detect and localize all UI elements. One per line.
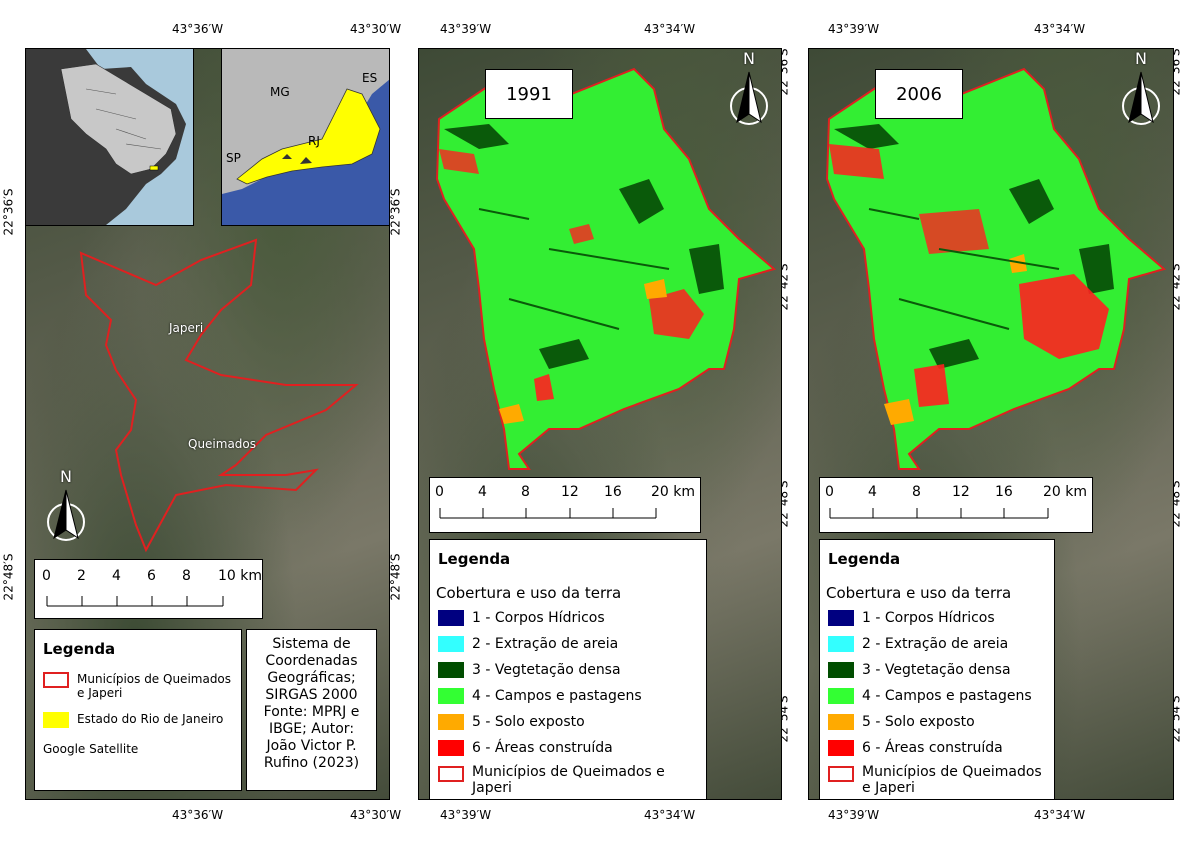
municipality-outline [79,238,359,553]
scale-2006-20: 20 km [1043,484,1088,500]
coord-left-bottom-2: 43°30′W [350,808,402,822]
place-queimados: Queimados [188,437,257,451]
scale-1991-4: 4 [478,484,487,500]
scale-ticks-1991 [439,508,657,519]
legend-2006: Legenda Cobertura e uso da terra 1 - Cor… [819,539,1055,799]
scale-ticks-2006 [829,508,1049,519]
scale-1991-12: 12 [561,484,579,500]
south-america-inset [26,49,194,226]
label-rj: RJ [308,134,320,148]
scale-2006-16: 16 [995,484,1013,500]
coord-right-top-1: 43°39′W [828,22,880,36]
legend-1991-item-1: 1 - Corpos Hídricos [438,608,605,628]
legend-1991-item-3: 3 - Vegtetação densa [438,660,621,680]
legend-2006-item-3: 3 - Vegtetação densa [828,660,1011,680]
legend-left-label-1: Municípios de Queimados e Japeri [77,672,232,700]
map-1991-panel: 1991 N 0 4 8 12 16 20 km Legenda Cobertu… [418,48,782,800]
scale-1991-0: 0 [435,484,444,500]
legend-1991-item-7: Municípios de Queimados e Japeri [438,764,682,796]
legend-left-item-1: Municípios de Queimados e Japeri [43,672,242,700]
north-arrow-icon [47,489,85,541]
north-label-2006: N [1135,49,1147,68]
crs-box: Sistema de Coordenadas Geográficas; SIRG… [246,629,377,791]
north-label-left: N [60,467,72,486]
left-map-panel: MG ES RJ SP Japeri Queimados N 0 2 4 6 [25,48,390,800]
scale-bar-2006: 0 4 8 12 16 20 km [819,477,1093,533]
scale-1991-20: 20 km [651,484,696,500]
label-sp: SP [226,151,241,165]
legend-2006-item-5: 5 - Solo exposto [828,712,975,732]
north-label-1991: N [743,49,755,68]
legend-left-basemap: Google Satellite [43,742,139,756]
legend-left-title: Legenda [43,640,116,658]
scale-2006-12: 12 [952,484,970,500]
legend-1991-item-6: 6 - Áreas construída [438,738,613,758]
coord-left-top-2: 43°30′W [350,22,402,36]
legend-1991-item-5: 5 - Solo exposto [438,712,585,732]
north-arrow-2006: N [1119,49,1163,133]
north-arrow-icon [730,71,768,125]
scale-left-6: 6 [147,568,156,584]
legend-2006-item-6: 6 - Áreas construída [828,738,1003,758]
legend-2006-item-1: 1 - Corpos Hídricos [828,608,995,628]
scale-left-2: 2 [77,568,86,584]
coord-left-top-1: 43°36′W [172,22,224,36]
scale-2006-4: 4 [868,484,877,500]
south-america-map [26,49,186,225]
year-label-2006: 2006 [875,69,963,119]
legend-2006-item-4: 4 - Campos e pastagens [828,686,1032,706]
coord-center-bottom-1: 43°39′W [440,808,492,822]
scale-left-4: 4 [112,568,121,584]
map-2006-panel: 2006 N 0 4 8 12 16 20 km Legenda Cobertu… [808,48,1174,800]
place-japeri: Japeri [169,321,204,335]
legend-left-swatch-1 [43,672,69,688]
scale-2006-0: 0 [825,484,834,500]
scale-2006-8: 8 [912,484,921,500]
legend-1991-item-2: 2 - Extração de areia [438,634,618,654]
label-es: ES [362,71,378,85]
year-label-1991: 1991 [485,69,573,119]
legend-2006-subtitle: Cobertura e uso da terra [826,584,1012,602]
legend-1991-title: Legenda [438,550,511,568]
legend-1991-subtitle: Cobertura e uso da terra [436,584,622,602]
legend-1991-item-4: 4 - Campos e pastagens [438,686,642,706]
north-arrow-1991: N [727,49,771,133]
coord-right-top-2: 43°34′W [1034,22,1086,36]
legend-2006-item-2: 2 - Extração de areia [828,634,1008,654]
scale-ticks-left [46,596,224,607]
legend-left-label-2: Estado do Rio de Janeiro [77,712,224,726]
scale-left-0: 0 [42,568,51,584]
scale-bar-1991: 0 4 8 12 16 20 km [429,477,701,533]
label-mg: MG [270,85,290,99]
crs-text: Sistema de Coordenadas Geográficas; SIRG… [263,636,360,771]
coord-center-bottom-2: 43°34′W [644,808,696,822]
coord-mid-side-1: 22°36′S [388,188,403,236]
legend-2006-item-7: Municípios de Queimados e Japeri [828,764,1052,796]
landcover-2006 [825,67,1167,470]
scale-left-10: 10 km [218,568,263,584]
legend-left-item-2: Estado do Rio de Janeiro [43,712,223,728]
coord-right-bottom-1: 43°39′W [828,808,880,822]
legend-left: Legenda Municípios de Queimados e Japeri… [34,629,242,791]
legend-1991: Legenda Cobertura e uso da terra 1 - Cor… [429,539,707,799]
north-arrow-icon [1122,71,1160,125]
state-map [222,49,389,194]
coord-left-side-2: 22°48′S [1,553,16,601]
coord-mid-side-2: 22°48′S [388,553,403,601]
state-inset: MG ES RJ SP [221,49,389,226]
scale-1991-8: 8 [521,484,530,500]
north-arrow-left: N [44,467,88,547]
coord-left-bottom-1: 43°36′W [172,808,224,822]
coord-right-bottom-2: 43°34′W [1034,808,1086,822]
legend-2006-title: Legenda [828,550,901,568]
coord-center-top-1: 43°39′W [440,22,492,36]
legend-left-swatch-2 [43,712,69,728]
coord-center-top-2: 43°34′W [644,22,696,36]
coord-left-side-1: 22°36′S [1,188,16,236]
scale-bar-left: 0 2 4 6 8 10 km [34,559,263,619]
scale-1991-16: 16 [604,484,622,500]
scale-left-8: 8 [182,568,191,584]
landcover-1991 [435,67,777,470]
